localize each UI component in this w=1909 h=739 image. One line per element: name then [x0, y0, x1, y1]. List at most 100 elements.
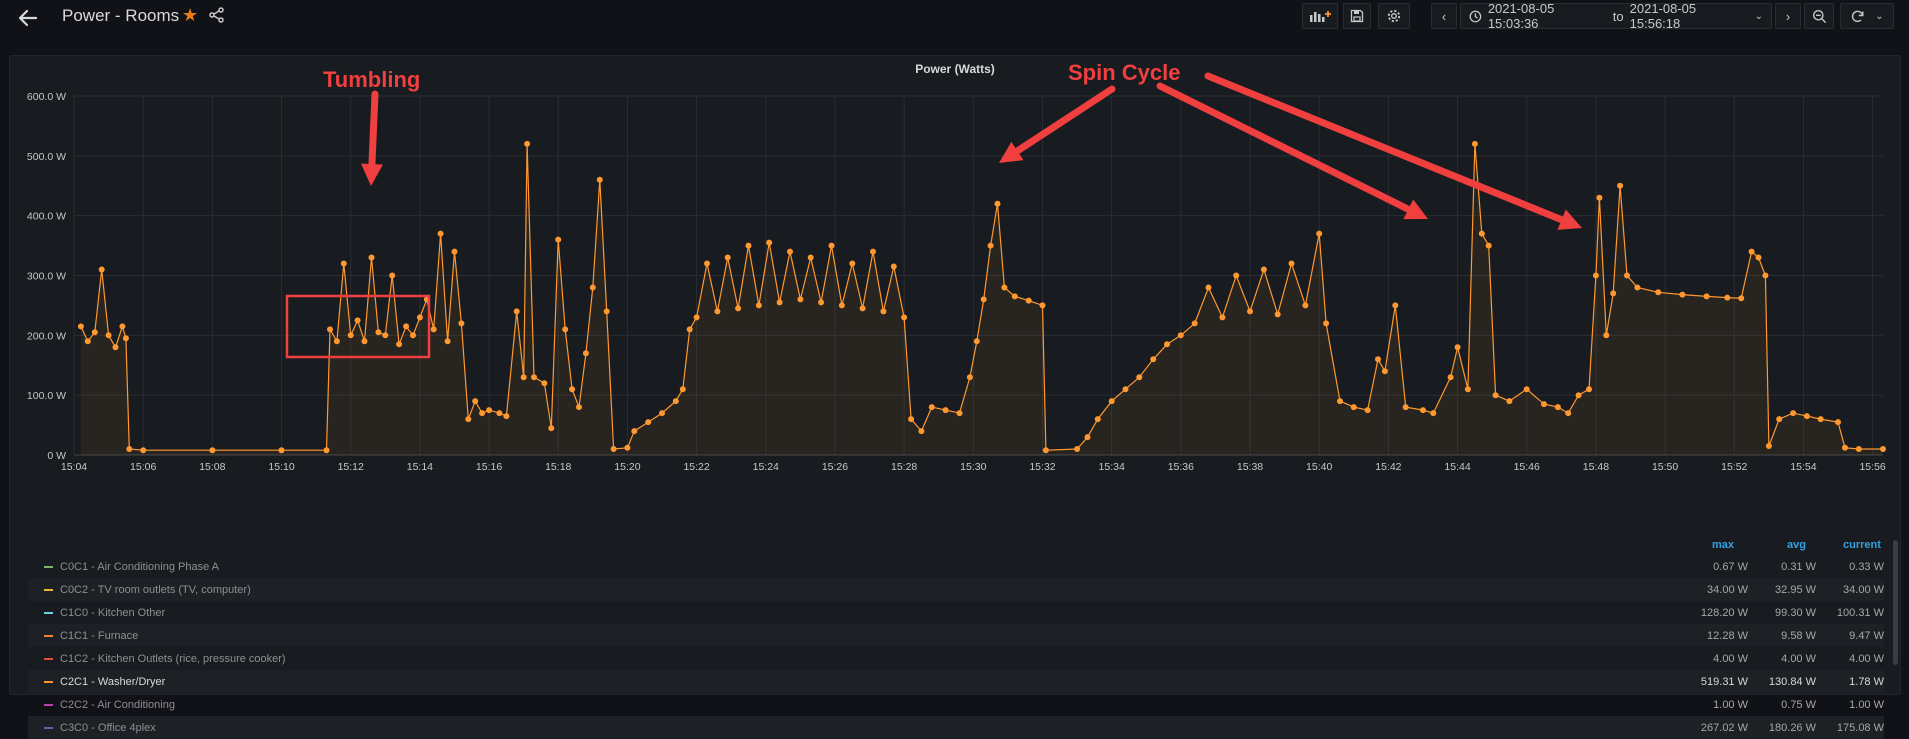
- legend-max-value: 34.00 W: [1707, 583, 1748, 596]
- legend-series-name[interactable]: C2C1 - Washer/Dryer: [60, 675, 166, 688]
- y-tick-label: 300.0 W: [27, 271, 66, 283]
- legend-swatch[interactable]: [44, 726, 53, 729]
- legend-header-max[interactable]: max: [1712, 539, 1735, 551]
- series-point: [340, 260, 347, 267]
- legend-row[interactable]: C1C2 - Kitchen Outlets (rice, pressure c…: [28, 647, 1884, 670]
- series-point: [714, 308, 721, 315]
- series-point: [693, 314, 700, 321]
- dashboard-title[interactable]: Power - Rooms: [62, 6, 180, 25]
- legend-swatch[interactable]: [44, 565, 53, 568]
- legend-swatch[interactable]: [44, 588, 53, 591]
- series-point: [645, 419, 652, 426]
- series-point: [1523, 386, 1530, 393]
- legend-header-avg[interactable]: avg: [1787, 539, 1806, 551]
- series-point: [524, 140, 531, 147]
- legend-current-value: 9.47 W: [1849, 629, 1884, 642]
- series-point: [1835, 419, 1841, 426]
- legend-series-name[interactable]: C1C2 - Kitchen Outlets (rice, pressure c…: [60, 652, 286, 665]
- panel-title[interactable]: Power (Watts): [915, 62, 995, 76]
- series-point: [541, 380, 548, 387]
- legend-row[interactable]: C0C1 - Air Conditioning Phase A 0.67 W 0.3…: [28, 555, 1884, 578]
- series-point: [1074, 446, 1081, 452]
- save-dashboard-button[interactable]: [1343, 3, 1371, 29]
- series-point: [77, 323, 84, 330]
- refresh-button[interactable]: ⌄: [1840, 3, 1894, 29]
- series-point: [1655, 289, 1662, 296]
- series-point: [382, 332, 389, 339]
- legend-swatch[interactable]: [44, 703, 53, 706]
- legend-series-name[interactable]: C2C2 - Air Conditioning: [60, 698, 175, 711]
- series-point: [105, 332, 112, 339]
- back-arrow-icon[interactable]: [14, 4, 42, 32]
- series-point: [880, 308, 887, 315]
- time-shift-back-button[interactable]: ‹: [1431, 3, 1457, 29]
- save-icon: [1350, 9, 1364, 23]
- series-point: [444, 338, 451, 345]
- legend-swatch[interactable]: [44, 657, 53, 660]
- add-panel-button[interactable]: [1302, 3, 1338, 29]
- spin-arrow-3-head: [1557, 209, 1582, 230]
- series-point: [1288, 260, 1295, 267]
- series-point: [1039, 302, 1046, 309]
- series-point: [91, 329, 98, 336]
- series-point: [1447, 374, 1454, 381]
- legend-row[interactable]: C2C1 - Washer/Dryer 519.31 W 130.84 W 1.78 …: [28, 670, 1884, 693]
- tumbling-label: Tumbling: [323, 67, 420, 92]
- series-point: [1679, 291, 1686, 298]
- legend-max-value: 4.00 W: [1713, 652, 1748, 665]
- legend-row[interactable]: C3C0 - Office 4plex 267.02 W 180.26 W 175.0…: [28, 716, 1884, 739]
- legend-series-name[interactable]: C1C1 - Furnace: [60, 629, 139, 642]
- series-point: [548, 425, 555, 432]
- legend-series-name[interactable]: C0C1 - Air Conditioning Phase A: [60, 560, 219, 573]
- legend-swatch[interactable]: [44, 634, 53, 637]
- legend-max-value: 1.00 W: [1713, 698, 1748, 711]
- x-tick-label: 15:08: [199, 461, 225, 473]
- series-point: [430, 326, 437, 333]
- time-separator: to: [1612, 8, 1624, 24]
- legend-row[interactable]: C1C0 - Kitchen Other 128.20 W 99.30 W 100.3…: [28, 601, 1884, 624]
- legend-series-name[interactable]: C1C0 - Kitchen Other: [60, 606, 166, 619]
- legend-avg-value: 130.84 W: [1768, 675, 1816, 688]
- power-panel: Power (Watts) 0 W 100.0 W 200.0 W 300.0 W 40…: [9, 55, 1901, 739]
- legend-max-value: 519.31 W: [1700, 675, 1748, 688]
- series-point: [745, 242, 752, 249]
- series-point: [776, 299, 783, 306]
- series-point: [1454, 344, 1461, 351]
- x-tick-label: 15:18: [545, 461, 571, 473]
- series-point: [1402, 404, 1409, 411]
- legend-row[interactable]: C0C2 - TV room outlets (TV, computer) 34.…: [28, 578, 1884, 601]
- series-point: [1364, 407, 1371, 414]
- series-point: [1803, 413, 1810, 420]
- series-point: [1108, 398, 1115, 405]
- legend-row[interactable]: C1C1 - Furnace 12.28 W 9.58 W 9.47 W: [28, 624, 1884, 647]
- series-point: [496, 410, 503, 417]
- x-tick-label: 15:10: [268, 461, 294, 473]
- legend-current-value: 0.33 W: [1849, 560, 1884, 573]
- legend-swatch[interactable]: [44, 611, 53, 614]
- series-point: [1762, 272, 1769, 279]
- time-shift-forward-button[interactable]: ›: [1775, 3, 1801, 29]
- x-tick-label: 15:12: [338, 461, 364, 473]
- x-tick-label: 15:32: [1029, 461, 1055, 473]
- zoom-out-button[interactable]: [1804, 3, 1834, 29]
- series-point: [1738, 295, 1745, 302]
- legend-series-name[interactable]: C3C0 - Office 4plex: [60, 721, 156, 734]
- time-range-picker[interactable]: 2021-08-05 15:03:36 to 2021-08-05 15:56:…: [1460, 1, 1772, 31]
- spin-arrow-2-shaft: [1156, 82, 1412, 213]
- series-point: [956, 410, 963, 417]
- legend-row[interactable]: C2C2 - Air Conditioning 1.00 W 0.75 W 1.00 …: [28, 693, 1884, 716]
- legend-swatch[interactable]: [44, 680, 53, 683]
- settings-button[interactable]: [1378, 3, 1410, 29]
- legend-header-current[interactable]: current: [1843, 539, 1881, 551]
- series-point: [1617, 182, 1624, 189]
- share-icon[interactable]: [208, 6, 226, 24]
- star-icon[interactable]: ★: [182, 5, 199, 25]
- series-point: [122, 335, 129, 342]
- power-chart[interactable]: 0 W 100.0 W 200.0 W 300.0 W 400.0 W 500.0 W 60…: [10, 56, 1900, 476]
- x-tick-label: 15:46: [1514, 461, 1540, 473]
- legend-series-name[interactable]: C0C2 - TV room outlets (TV, computer): [60, 583, 251, 596]
- legend-scrollbar[interactable]: [1893, 540, 1898, 665]
- series-point: [1855, 446, 1862, 452]
- refresh-dropdown-chevron-icon[interactable]: ⌄: [1875, 10, 1884, 22]
- series-point: [973, 338, 980, 345]
